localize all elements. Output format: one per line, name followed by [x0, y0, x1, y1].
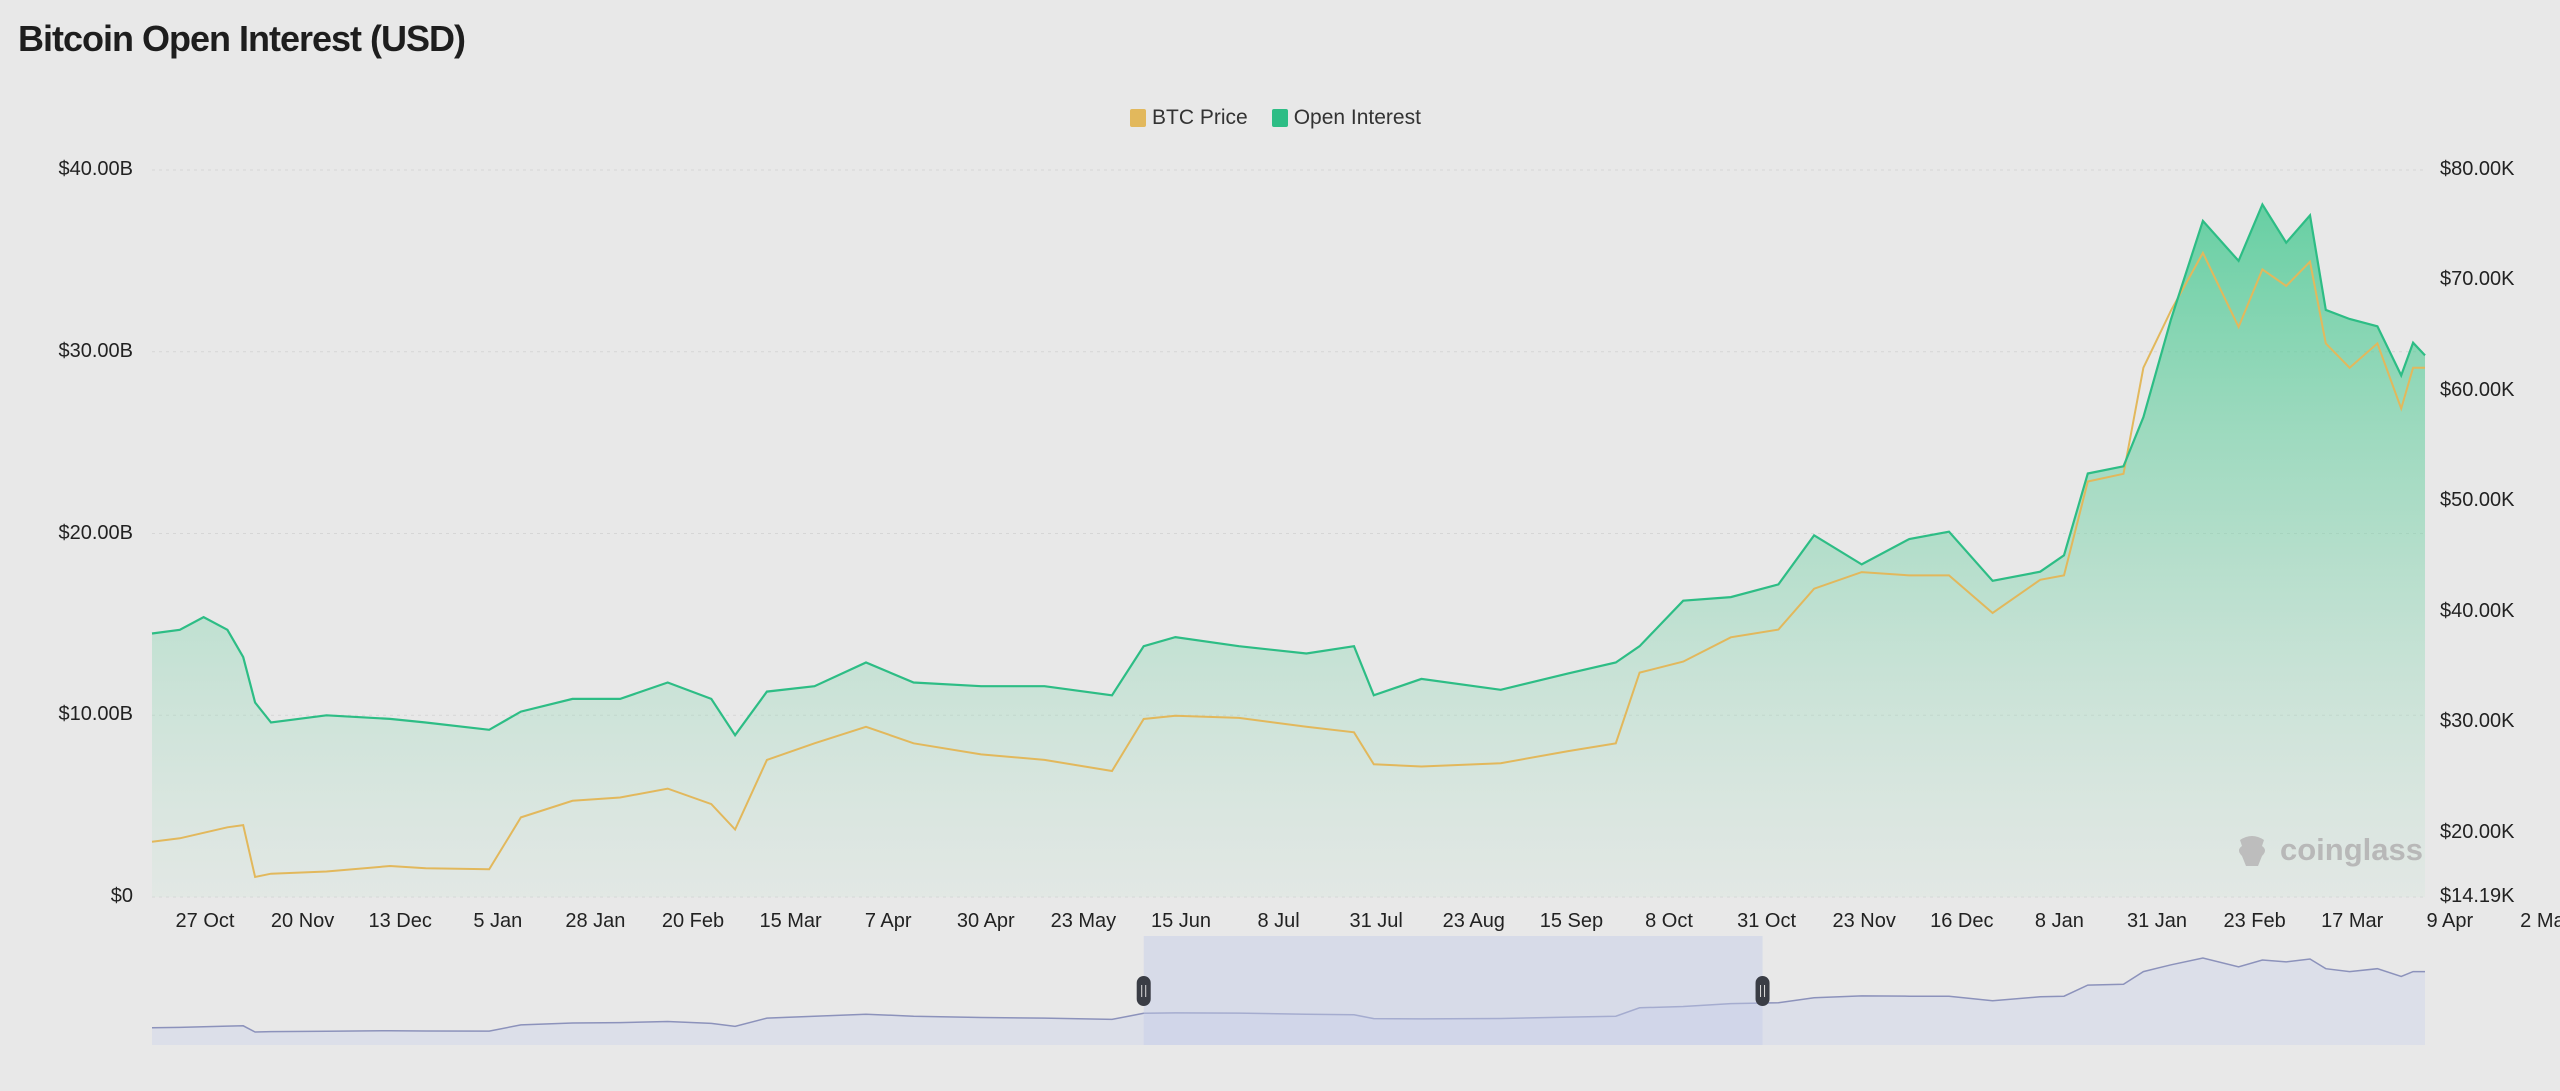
x-tick-label: 5 Jan [473, 910, 523, 932]
y-left-tick-label: $10.00B [58, 703, 133, 726]
x-tick-label: 15 Jun [1150, 910, 1212, 932]
y-right-tick-label: $60.00K [2440, 378, 2515, 401]
legend-label: Open Interest [1293, 106, 1421, 129]
x-tick-label: 20 Nov [270, 910, 335, 932]
x-tick-label: 23 Nov [1832, 910, 1896, 932]
coinglass-logo-icon [2239, 836, 2265, 866]
x-tick-label: 23 May [1050, 910, 1117, 932]
x-tick-label: 17 Mar [2321, 910, 2384, 932]
open-interest-swatch [1271, 109, 1288, 127]
navigator-right-handle[interactable] [1755, 976, 1770, 1006]
open-interest-area [152, 204, 2425, 897]
coinglass-watermark: coinglass [2232, 830, 2423, 870]
navigator-selection[interactable] [1143, 936, 1763, 1045]
x-tick-label: 20 Feb [661, 910, 725, 932]
x-tick-label: 13 Dec [368, 910, 432, 932]
y-right-tick-label: $70.00K [2440, 268, 2515, 291]
btc-price-line [151, 250, 2425, 879]
y-right-tick-label: $14.19K [2440, 885, 2515, 907]
y-right-tick-label: $40.00K [2440, 599, 2515, 622]
legend-label: BTC Price [1152, 106, 1248, 129]
btc-price-swatch [1130, 109, 1146, 127]
y-right-tick-label: $50.00K [2440, 489, 2515, 512]
x-tick-label: 23 Aug [1442, 910, 1505, 932]
x-tick-label: 31 Oct [1737, 910, 1797, 932]
x-tick-label: 8 Oct [1645, 910, 1693, 932]
legend-item-btc-price[interactable]: BTC Price [1130, 106, 1248, 130]
legend-item-open-interest[interactable]: Open Interest [1271, 106, 1421, 130]
x-tick-label: 8 Jul [1257, 910, 1300, 932]
y-right-tick-label: $80.00K [2440, 158, 2515, 180]
x-tick-label: 8 Jan [2034, 910, 2084, 932]
x-tick-label: 31 Jul [1349, 910, 1403, 932]
x-tick-label: 23 Feb [2223, 910, 2286, 932]
navigator-area [152, 958, 2425, 1045]
x-tick-label: 31 Jan [2126, 910, 2188, 932]
y-left-tick-label: $30.00B [58, 339, 133, 362]
x-tick-label: 28 Jan [565, 910, 626, 932]
x-tick-label: 27 Oct [175, 910, 235, 932]
x-tick-label: 2 May [2520, 910, 2560, 932]
handle-grip[interactable] [1755, 976, 1770, 1006]
legend: BTC Price Open Interest [1130, 106, 1435, 130]
chart-title: Bitcoin Open Interest (USD) [18, 18, 466, 59]
x-tick-label: 7 Apr [864, 910, 912, 932]
navigator-line [151, 957, 2425, 1033]
navigator-left-handle[interactable] [1136, 976, 1151, 1006]
y-left-tick-label: $0 [110, 885, 133, 907]
y-right-tick-label: $20.00K [2440, 820, 2515, 843]
x-tick-label: 15 Sep [1539, 910, 1604, 932]
y-right-tick-label: $30.00K [2440, 710, 2515, 733]
x-tick-label: 15 Mar [759, 910, 822, 932]
y-left-tick-label: $20.00B [58, 521, 133, 544]
watermark-text: coinglass [2280, 832, 2423, 867]
x-tick-label: 30 Apr [956, 910, 1015, 932]
open-interest-line [151, 202, 2426, 738]
x-tick-label: 9 Apr [2426, 910, 2474, 932]
y-left-tick-label: $40.00B [58, 158, 133, 180]
x-tick-label: 16 Dec [1930, 910, 1994, 932]
handle-grip[interactable] [1136, 976, 1151, 1006]
